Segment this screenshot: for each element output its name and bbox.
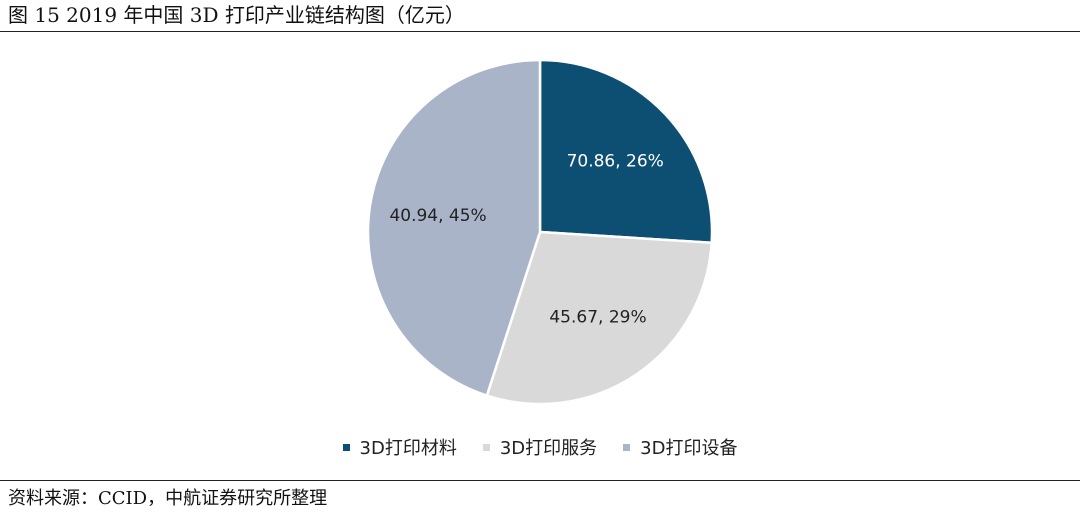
data-label-1: 70.86, 26% xyxy=(567,151,664,171)
legend-label-3: 3D打印设备 xyxy=(640,438,738,459)
legend-item-1: 3D打印材料 xyxy=(342,434,457,460)
legend-item-2: 3D打印服务 xyxy=(482,434,598,460)
data-label-3: 40.94, 45% xyxy=(389,206,486,226)
legend-label-1: 3D打印材料 xyxy=(359,438,457,459)
bottom-rule xyxy=(0,480,1080,481)
pie-slice-1 xyxy=(538,58,714,245)
chart-legend: 3D打印材料 3D打印服务 3D打印设备 xyxy=(0,434,1080,460)
figure-title: 图 15 2019 年中国 3D 打印产业链结构图（亿元） xyxy=(8,3,465,27)
pie-slice-2 xyxy=(485,230,713,406)
pie-slice-3 xyxy=(366,58,542,398)
source-note: 资料来源：CCID，中航证券研究所整理 xyxy=(8,488,328,509)
data-label-2: 45.67, 29% xyxy=(549,307,646,327)
legend-item-3: 3D打印设备 xyxy=(623,434,737,460)
legend-swatch-2 xyxy=(482,443,490,451)
legend-swatch-3 xyxy=(623,443,631,451)
legend-swatch-1 xyxy=(342,443,350,451)
top-rule xyxy=(0,31,1080,32)
legend-label-2: 3D打印服务 xyxy=(499,438,598,459)
